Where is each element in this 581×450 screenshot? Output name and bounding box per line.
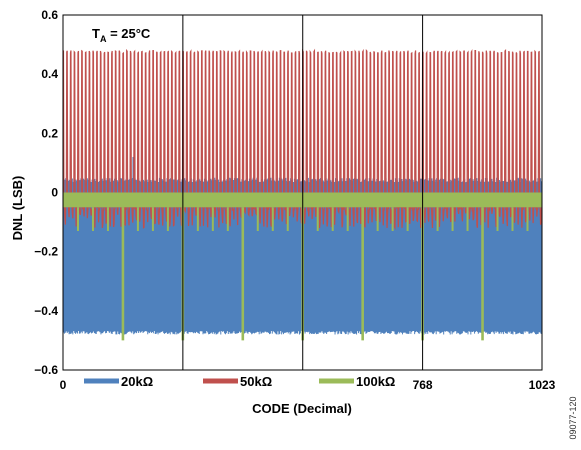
x-tick-label: 1023 (529, 378, 556, 392)
y-tick-label: −0.6 (34, 363, 58, 377)
y-tick-label: −0.2 (34, 245, 58, 259)
annotation-box (83, 18, 181, 46)
legend: 20kΩ 50kΩ 100kΩ (72, 371, 404, 391)
y-axis-label: DNL (LSB) (10, 176, 25, 241)
legend-label-100k: 100kΩ (356, 374, 395, 389)
y-tick-label: −0.4 (34, 304, 58, 318)
y-tick-label: 0.4 (41, 67, 58, 81)
x-axis-label: CODE (Decimal) (252, 401, 352, 416)
x-tick-label: 0 (60, 378, 67, 392)
temperature-annotation: TA = 25°C (92, 26, 151, 44)
vertical-gridlines (182, 15, 424, 370)
y-tick-label: 0.6 (41, 8, 58, 22)
y-tick-label: 0.2 (41, 126, 58, 140)
legend-label-20k: 20kΩ (121, 374, 153, 389)
x-tick-label: 768 (413, 378, 433, 392)
y-tick-label: 0 (51, 186, 58, 200)
figure-id: 09077-120 (568, 396, 578, 439)
legend-label-50k: 50kΩ (240, 374, 272, 389)
